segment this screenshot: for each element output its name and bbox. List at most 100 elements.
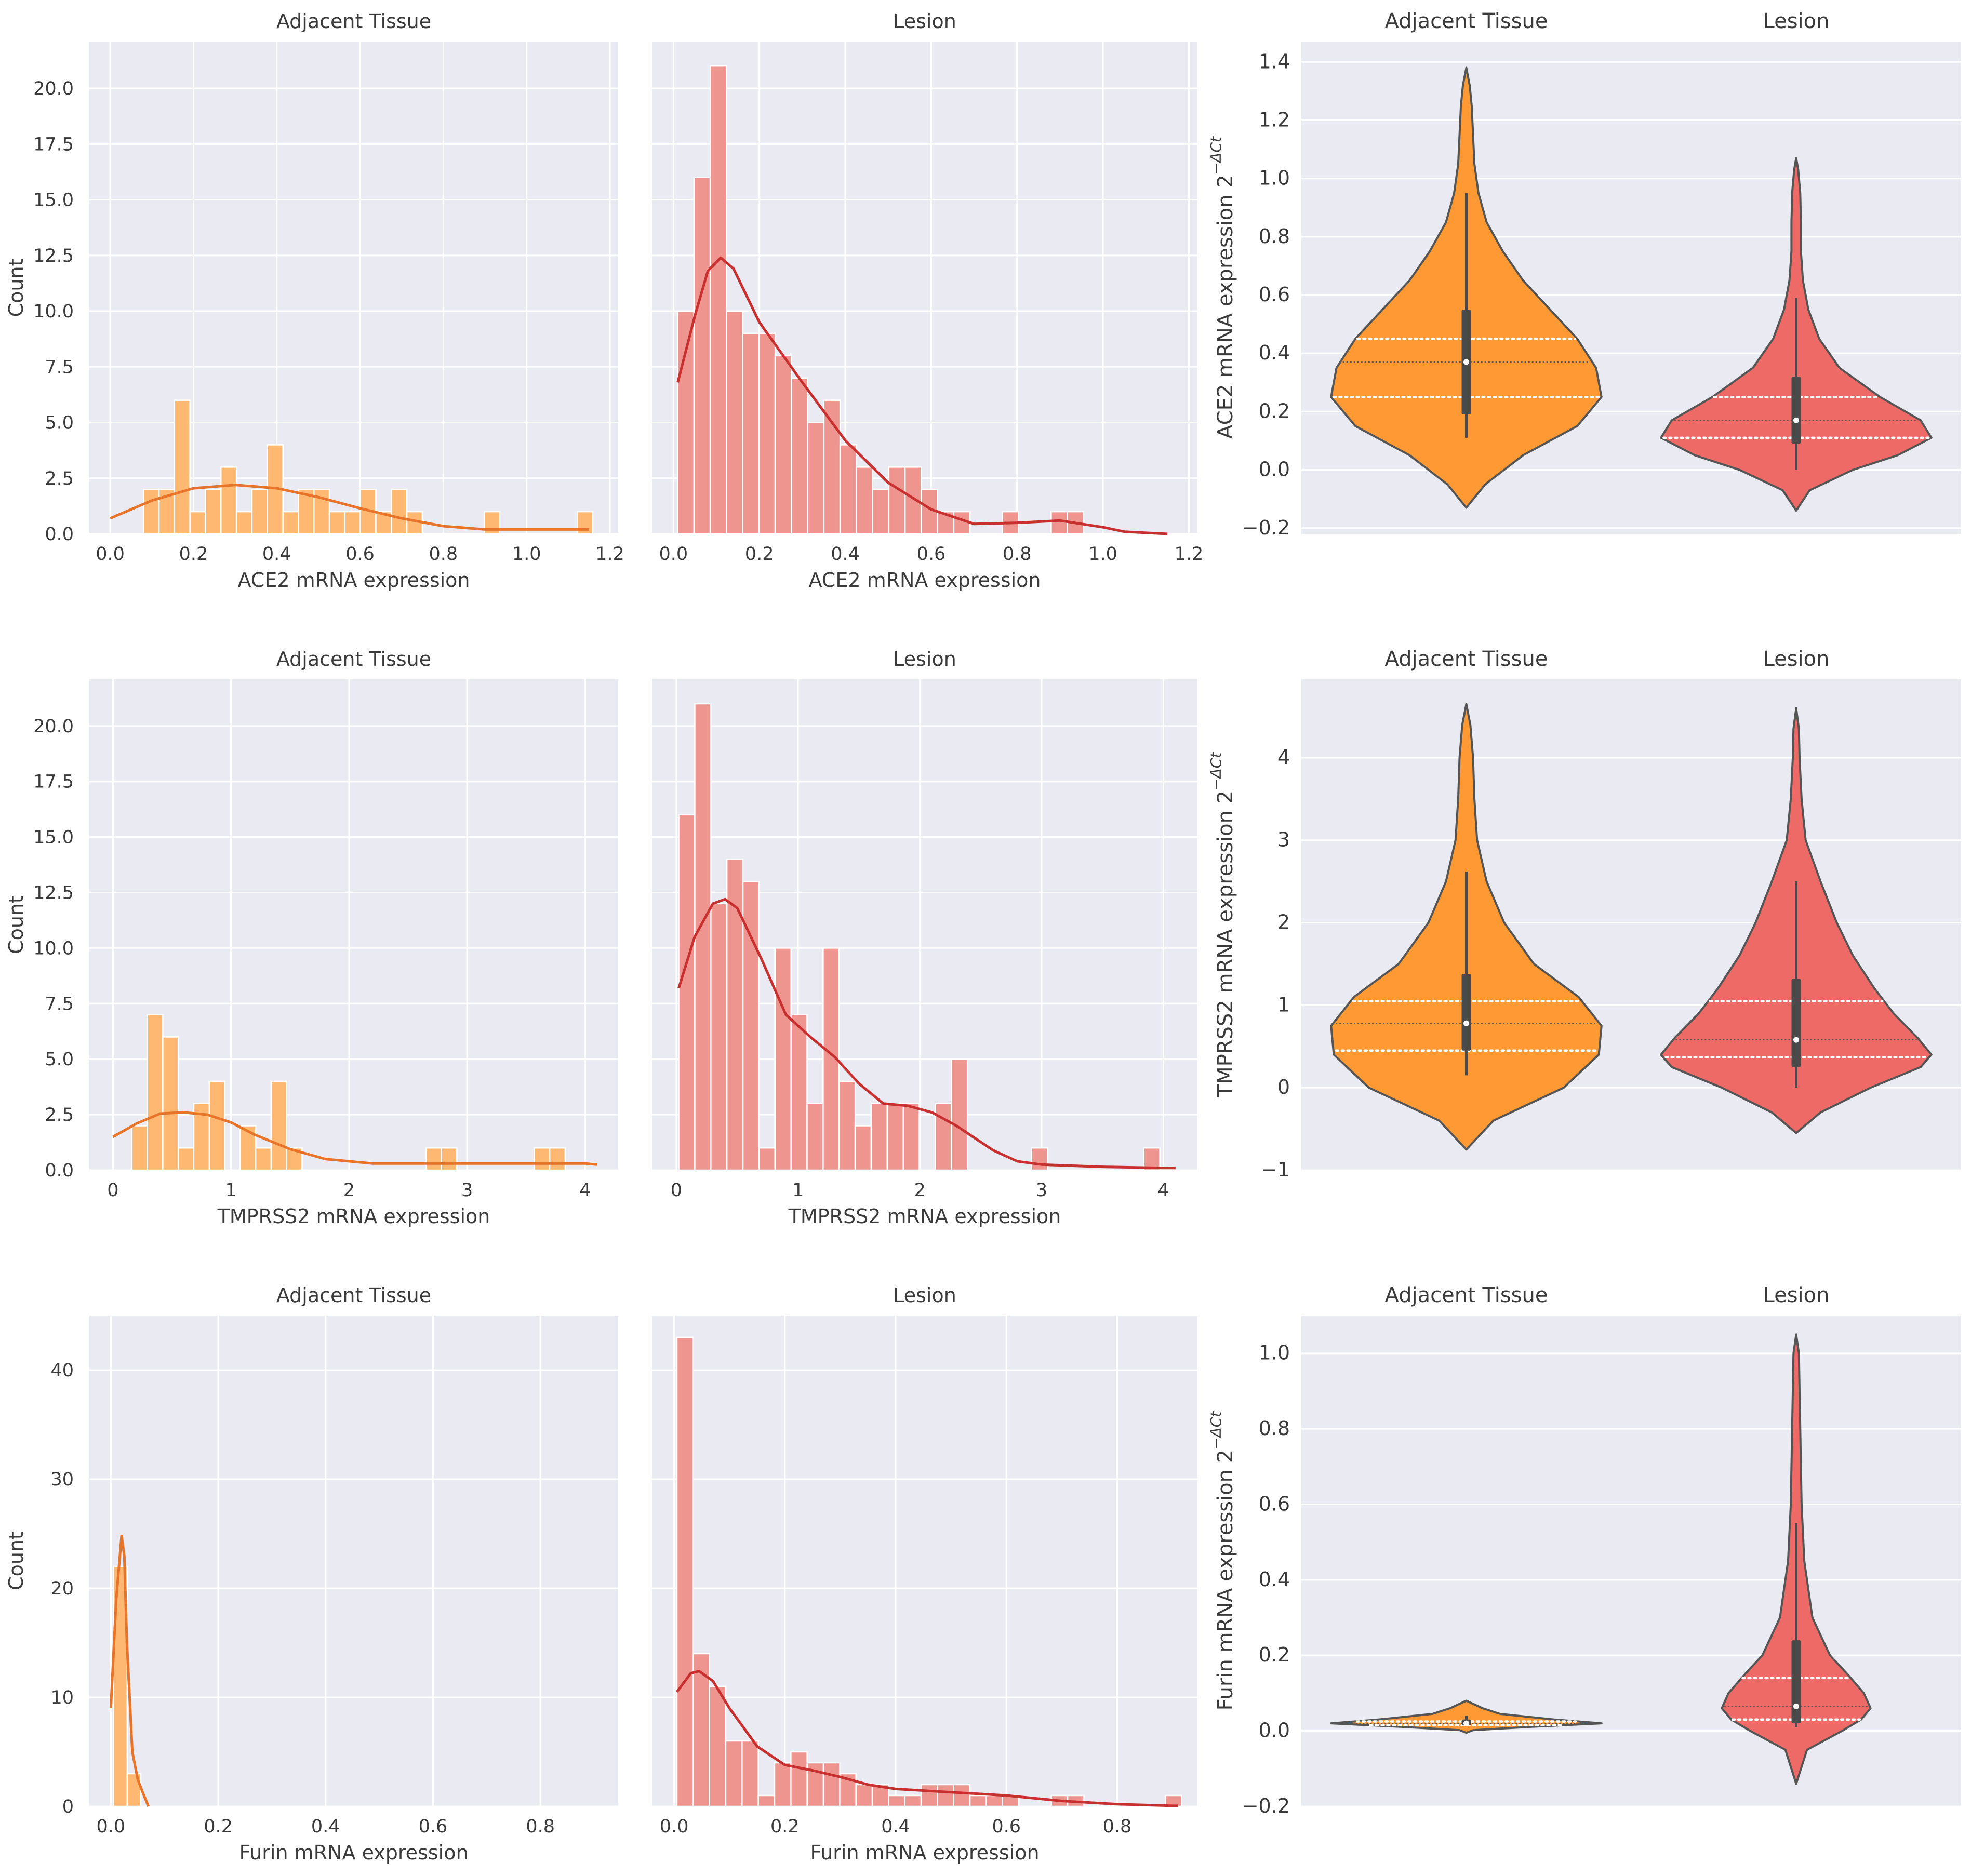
y-tick-label: 0 — [62, 1797, 74, 1817]
histogram-bar — [856, 466, 873, 535]
violin-adjacent-tissue — [1330, 703, 1603, 1151]
histogram-bar — [255, 1147, 272, 1171]
histogram-bar — [726, 859, 744, 1171]
histogram-bar — [904, 1794, 922, 1807]
histogram-bar — [344, 511, 361, 535]
y-tick-label: 30 — [50, 1469, 74, 1490]
y-axis-label: TMPRSS2 mRNA expression 2−ΔCt — [1207, 752, 1237, 1098]
median-dot — [1463, 359, 1469, 365]
histogram-bar — [920, 1784, 938, 1807]
y-tick-label: 5.0 — [45, 1049, 74, 1070]
histogram-bar — [710, 903, 728, 1171]
kde-line — [677, 897, 1176, 1170]
histogram-bar — [937, 1784, 955, 1807]
x-tick-label: 0.4 — [311, 1816, 340, 1837]
histogram-bar — [694, 703, 712, 1171]
panel-title: Adjacent Tissue — [276, 1284, 431, 1307]
x-tick-label: 0.4 — [831, 544, 860, 565]
histogram-bar — [709, 65, 727, 535]
ace2-violin-plot: −0.2 0.0 0.2 0.4 0.6 0.8 1.0 1.2 1.4 Adjacent Tis… — [1207, 9, 1961, 539]
x-axis-label: Furin mRNA expression — [239, 1841, 468, 1864]
y-tick-label: 0.0 — [45, 1160, 74, 1181]
histogram-bar — [886, 1103, 904, 1171]
violin-adjacent-tissue — [1330, 66, 1603, 509]
x-tick-label: 0.0 — [96, 544, 125, 565]
y-tick-label: −0.2 — [1242, 1794, 1290, 1817]
y-tick-label: 15.0 — [33, 827, 74, 848]
histogram-bar — [251, 488, 269, 535]
histogram-bar — [758, 1147, 776, 1171]
y-tick-label: 1 — [1277, 993, 1290, 1016]
histogram-bar — [391, 488, 408, 535]
x-tick-label: 1.0 — [512, 544, 541, 565]
histogram-bar — [953, 1784, 971, 1807]
y-tick-label: 7.5 — [45, 994, 74, 1014]
y-tick-label: 0.8 — [1259, 225, 1290, 248]
y-tick-label: 0.2 — [1259, 1643, 1290, 1666]
histogram-bar — [935, 1103, 952, 1171]
x-tick-label: 3 — [1036, 1180, 1047, 1201]
histogram-bar — [871, 1784, 889, 1807]
tmprss2-violin-plot: −1 0 1 2 3 4 Adjacent Tissue Lesion TMPRSS2 mRNA… — [1207, 647, 1961, 1181]
histogram-bar — [235, 511, 253, 535]
y-tick-label: 20.0 — [33, 78, 74, 99]
furin-violin-plot: −0.2 0.0 0.2 0.4 0.6 0.8 1.0 Adjacent Tissue Les… — [1207, 1283, 1961, 1817]
y-axis-label: ACE2 mRNA expression 2−ΔCt — [1207, 136, 1237, 439]
histogram-bar — [774, 947, 792, 1171]
y-tick-label: 20 — [50, 1578, 74, 1599]
x-axis-label: ACE2 mRNA expression — [237, 569, 470, 592]
panel-title: Lesion — [893, 10, 956, 33]
plot-area — [89, 42, 618, 534]
x-tick-label: 0.2 — [179, 544, 208, 565]
x-tick-label: 0.6 — [419, 1816, 448, 1837]
tmprss2-lesion-histogram: Lesion 0 1 2 3 4 TMPRSS2 mRNA expression — [652, 648, 1197, 1228]
iqr-box — [1791, 979, 1801, 1067]
group-label: Adjacent Tissue — [1385, 1283, 1548, 1307]
x-tick-label: 0 — [107, 1180, 118, 1201]
x-tick-label: 3 — [461, 1180, 473, 1201]
y-tick-label: 0.6 — [1259, 283, 1290, 306]
x-tick-label: 0.8 — [1103, 1816, 1132, 1837]
y-tick-label: 1.0 — [1259, 167, 1290, 190]
histogram-bar — [774, 355, 792, 535]
plot-area — [1301, 1316, 1961, 1806]
median-dot — [1793, 417, 1799, 423]
violin-lesion — [1721, 1333, 1872, 1785]
y-axis-label: Count — [5, 1532, 28, 1590]
histogram-bar — [757, 1794, 776, 1807]
iqr-box — [1791, 1640, 1801, 1724]
y-tick-label: 7.5 — [45, 357, 74, 378]
x-tick-label: 0.2 — [204, 1816, 233, 1837]
x-tick-label: 4 — [1157, 1180, 1169, 1201]
y-tick-label: 10.0 — [33, 938, 74, 959]
x-axis-label: Furin mRNA expression — [810, 1841, 1039, 1864]
histogram-bar — [131, 1125, 148, 1171]
ace2-adjacent-histogram: Adjacent Tissue 0.0 0.2 0.4 0.6 0.8 1.0 1.2 ACE2… — [5, 10, 624, 592]
histogram-bar — [270, 1080, 287, 1171]
histogram-bar — [328, 511, 346, 535]
x-axis-label: TMPRSS2 mRNA expression — [788, 1205, 1061, 1228]
x-tick-label: 0.4 — [881, 1816, 910, 1837]
y-tick-label: 1.4 — [1259, 50, 1290, 73]
y-tick-label: 2 — [1277, 911, 1290, 934]
x-tick-label: 0 — [671, 1180, 682, 1201]
histogram-bar — [677, 310, 695, 535]
x-axis-label: TMPRSS2 mRNA expression — [217, 1205, 490, 1228]
furin-lesion-histogram: Lesion 0.0 0.2 0.4 0.6 0.8 Furin mRNA expressi… — [652, 1284, 1197, 1864]
y-tick-label: 1.0 — [1259, 1342, 1290, 1364]
histogram-bar — [854, 1125, 872, 1171]
median-dot — [1463, 1720, 1469, 1726]
y-tick-label: 0.6 — [1259, 1492, 1290, 1515]
histogram-bar — [709, 1685, 727, 1807]
group-label: Adjacent Tissue — [1385, 9, 1548, 33]
plot-area — [652, 1316, 1197, 1806]
y-tick-label: 12.5 — [33, 246, 74, 266]
histogram-bar — [742, 880, 760, 1171]
kde-line — [676, 256, 1168, 535]
histogram-bar — [870, 1103, 888, 1171]
histogram-bar — [839, 444, 857, 535]
y-tick-label: −0.2 — [1242, 516, 1290, 539]
y-tick-label: 0 — [1277, 1076, 1290, 1098]
histogram-bar — [822, 1762, 841, 1807]
y-tick-label: 0.4 — [1259, 341, 1290, 364]
